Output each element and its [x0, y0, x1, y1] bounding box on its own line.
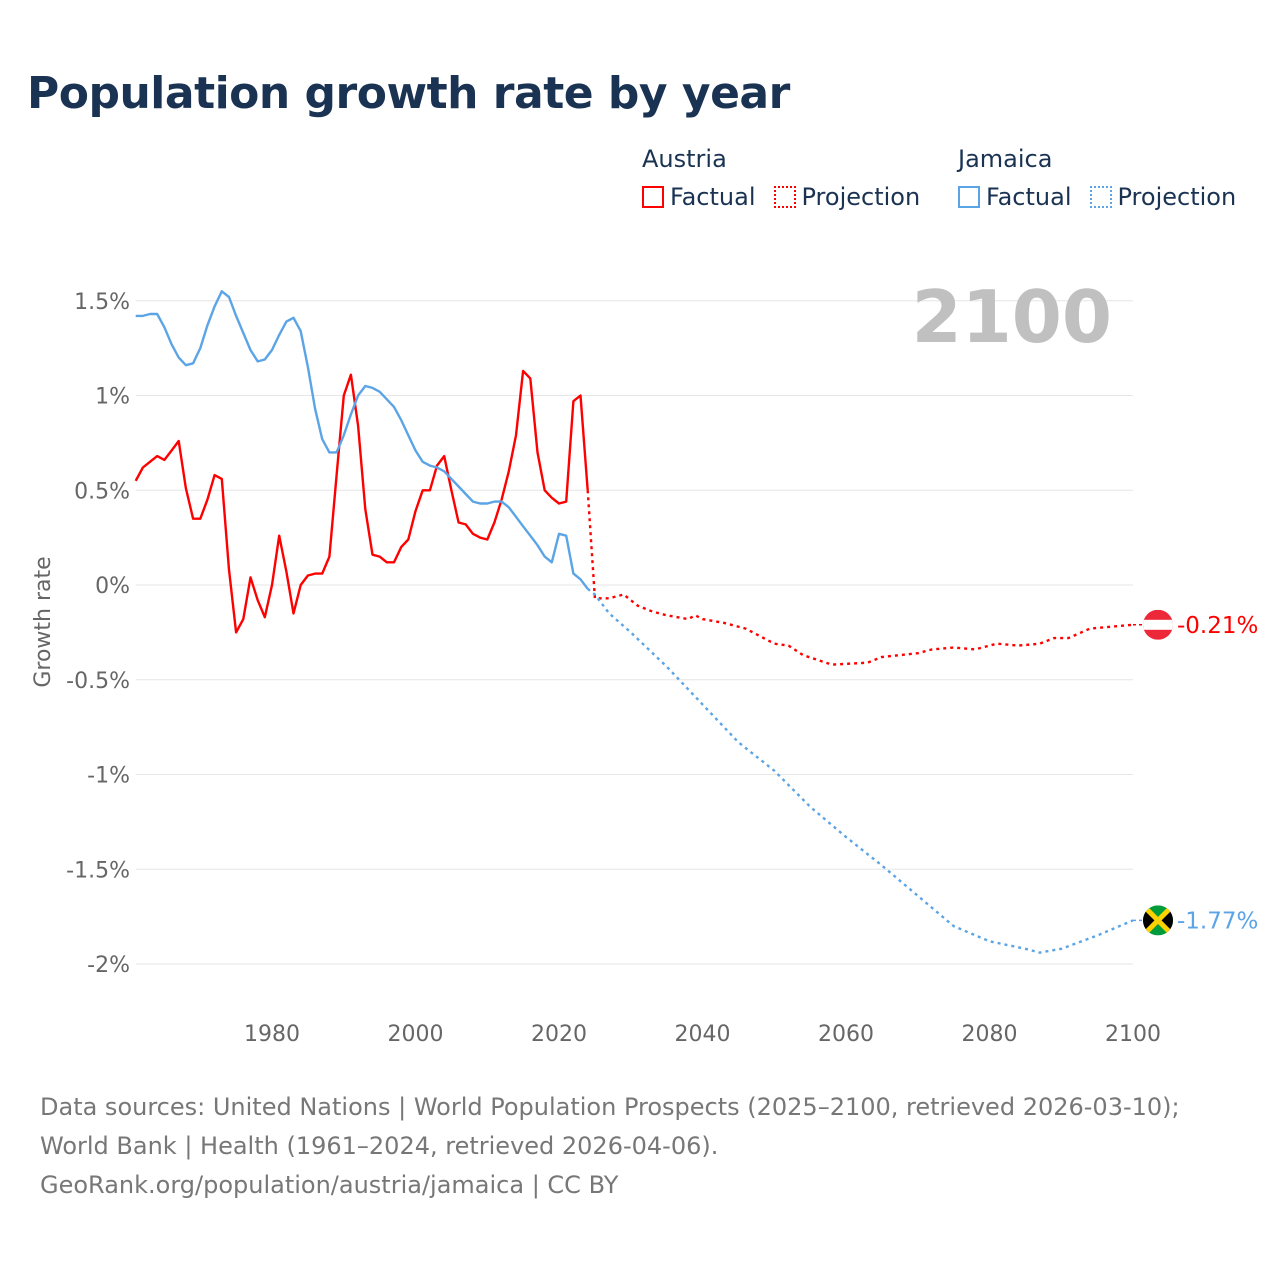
legend-label: Projection — [801, 183, 921, 211]
austria-flag-icon — [1143, 609, 1173, 640]
legend-item-jamaica-factual[interactable]: Factual — [958, 183, 1072, 211]
x-tick-label: 2000 — [388, 1022, 444, 1047]
chart-title: Population growth rate by year — [27, 68, 790, 119]
x-tick-label: 2060 — [818, 1022, 874, 1047]
credit-link[interactable]: GeoRank.org/population/austria/jamaica |… — [40, 1171, 619, 1199]
y-axis-label: Growth rate — [31, 556, 56, 687]
legend-country: Jamaica — [958, 145, 1053, 173]
flag-black — [1143, 905, 1158, 936]
y-tick-label: 0% — [95, 574, 130, 599]
end-value-label: -1.77% — [1177, 908, 1258, 934]
series-line-austria-factual — [134, 369, 589, 634]
legend-item-jamaica-projection[interactable]: Projection — [1089, 183, 1237, 211]
y-tick-label: 0.5% — [74, 479, 130, 504]
flag-body — [1143, 905, 1173, 936]
y-tick-label: -0.5% — [66, 669, 130, 694]
solid-swatch-icon — [958, 186, 980, 208]
flag-body — [1143, 609, 1173, 640]
x-tick-label: 2080 — [962, 1022, 1018, 1047]
x-tick-label: 2040 — [675, 1022, 731, 1047]
x-tick-label: 2100 — [1105, 1022, 1161, 1047]
legend-jamaica: Jamaica Factual Projection — [958, 145, 1236, 211]
y-tick-label: -2% — [87, 953, 130, 978]
jamaica-flag-icon — [1143, 905, 1173, 936]
legend-country: Austria — [642, 145, 727, 173]
legend-item-austria-factual[interactable]: Factual — [642, 183, 756, 211]
y-tick-label: -1.5% — [66, 858, 130, 883]
data-sources: Data sources: United Nations | World Pop… — [40, 1093, 1180, 1160]
end-value-label: -0.21% — [1177, 613, 1258, 639]
line-chart: 1.5% 1% 0.5% 0% -0.5% -1% -1.5% -2% 1980 2000 2020… — [31, 275, 1258, 1047]
legend-austria: Austria Factual Projection — [642, 145, 920, 211]
series-line-austria-projection — [586, 490, 1134, 666]
series-line-jamaica-factual — [135, 290, 589, 590]
legend-label: Factual — [670, 183, 756, 211]
y-tick-label: 1% — [95, 385, 130, 410]
solid-swatch-icon — [642, 186, 664, 208]
flag-black — [1158, 905, 1173, 936]
dotted-swatch-icon — [1089, 186, 1112, 208]
y-tick-label: 1.5% — [74, 290, 130, 315]
flag-saltire — [1143, 905, 1173, 936]
x-tick-label: 2020 — [531, 1022, 587, 1047]
year-watermark: 2100 — [912, 275, 1112, 359]
legend-label: Factual — [986, 183, 1072, 211]
x-tick-label: 1980 — [244, 1022, 300, 1047]
legend-label: Projection — [1117, 183, 1237, 211]
y-tick-label: -1% — [87, 764, 130, 789]
dotted-swatch-icon — [773, 186, 796, 208]
flag-white — [1143, 619, 1173, 630]
footer: Data sources: United Nations | World Pop… — [40, 1088, 1240, 1205]
series-line-jamaica-projection — [586, 587, 1134, 954]
legend-item-austria-projection[interactable]: Projection — [773, 183, 921, 211]
